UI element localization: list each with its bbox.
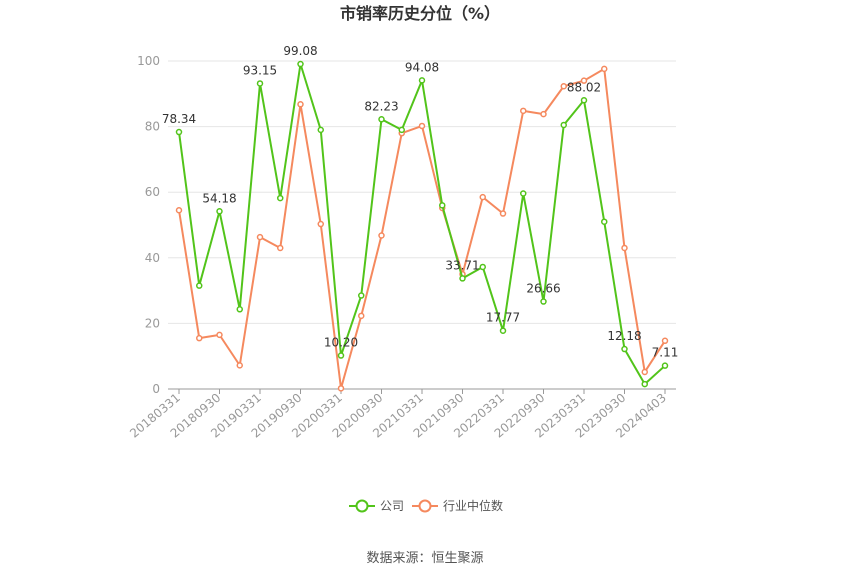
legend-item-industry[interactable]: 行业中位数 [412,498,503,513]
data-point-company[interactable] [297,60,304,68]
data-point-industry[interactable] [479,193,486,201]
data-point-company[interactable] [560,121,567,129]
legend[interactable]: 公司 行业中位数 [349,498,503,513]
data-point-company[interactable] [175,128,183,136]
data-point-company[interactable] [661,362,669,369]
data-point-industry[interactable] [520,107,527,115]
data-point-company[interactable] [378,116,385,123]
data-point-industry[interactable] [175,206,183,214]
data-point-industry[interactable] [661,337,669,345]
legend-label-industry: 行业中位数 [443,498,503,513]
series-line-industry [178,67,666,390]
data-point-company[interactable] [459,275,466,282]
data-point-company[interactable] [479,263,486,271]
legend-item-company[interactable]: 公司 [349,499,404,513]
data-point-industry[interactable] [418,122,426,130]
data-label: 12.18 [607,329,641,343]
data-point-company[interactable] [580,97,588,104]
data-point-company[interactable] [499,327,507,334]
series-line-company [178,63,666,386]
data-point-industry[interactable] [337,385,345,392]
y-tick-label: 80 [145,120,160,134]
data-point-industry[interactable] [216,331,223,339]
data-point-industry[interactable] [196,334,203,342]
data-point-industry[interactable] [297,101,304,108]
data-point-industry[interactable] [499,210,507,217]
y-tick-label: 40 [145,251,160,265]
legend-marker-industry [418,499,432,513]
data-label: 99.08 [283,44,317,58]
series-group [175,60,669,392]
data-point-industry[interactable] [601,65,608,73]
data-point-company[interactable] [196,282,203,289]
data-point-industry[interactable] [358,312,365,320]
data-labels: 78.34 54.18 93.15 99.08 10.20 82.23 94.08 33.71… [162,44,679,360]
data-point-company[interactable] [398,126,405,134]
y-tick-label: 0 [152,382,160,396]
y-tick-label: 60 [145,185,160,199]
data-label: 54.18 [202,191,236,205]
data-point-company[interactable] [520,190,527,197]
data-point-industry[interactable] [236,362,243,369]
legend-marker-company [355,499,369,513]
data-label: 78.34 [162,112,196,126]
data-label: 33.71 [445,258,479,272]
data-point-industry[interactable] [580,77,588,84]
data-point-company[interactable] [641,380,648,388]
data-label: 26.66 [526,282,560,296]
y-tick-label: 100 [137,54,160,68]
grid [168,60,676,324]
data-point-industry[interactable] [378,232,385,239]
data-point-industry[interactable] [317,220,324,228]
data-point-company[interactable] [216,208,223,215]
data-label: 94.08 [405,60,439,74]
data-point-company[interactable] [337,352,345,359]
y-tick-label: 20 [145,316,160,330]
data-point-company[interactable] [540,298,547,305]
y-axis: 0 20 40 60 80 100 [137,54,160,396]
chart-title: 市销率历史分位（%） [340,4,500,23]
data-point-company[interactable] [439,202,446,209]
data-point-company[interactable] [358,292,365,299]
legend-label-company: 公司 [380,499,404,513]
data-point-company[interactable] [236,306,243,313]
data-point-industry[interactable] [641,368,648,376]
data-point-company[interactable] [418,77,426,84]
data-point-company[interactable] [277,194,284,202]
data-label: 10.20 [324,336,358,350]
data-point-company[interactable] [601,218,608,225]
data-point-industry[interactable] [621,244,628,252]
data-label: 17.77 [486,311,520,325]
data-point-industry[interactable] [540,110,547,118]
data-label: 7.11 [652,346,679,360]
data-point-company[interactable] [256,80,264,87]
data-label: 88.02 [567,80,601,94]
source-note: 数据来源：恒生聚源 [366,551,483,566]
data-point-company[interactable] [317,126,324,134]
data-label: 93.15 [243,63,277,77]
data-point-industry[interactable] [560,83,567,90]
data-label: 82.23 [364,99,398,113]
x-axis: 2018033120180930201903312019093020200331… [127,388,676,441]
data-point-industry[interactable] [256,233,264,241]
data-point-industry[interactable] [277,244,284,252]
data-point-company[interactable] [621,345,628,353]
